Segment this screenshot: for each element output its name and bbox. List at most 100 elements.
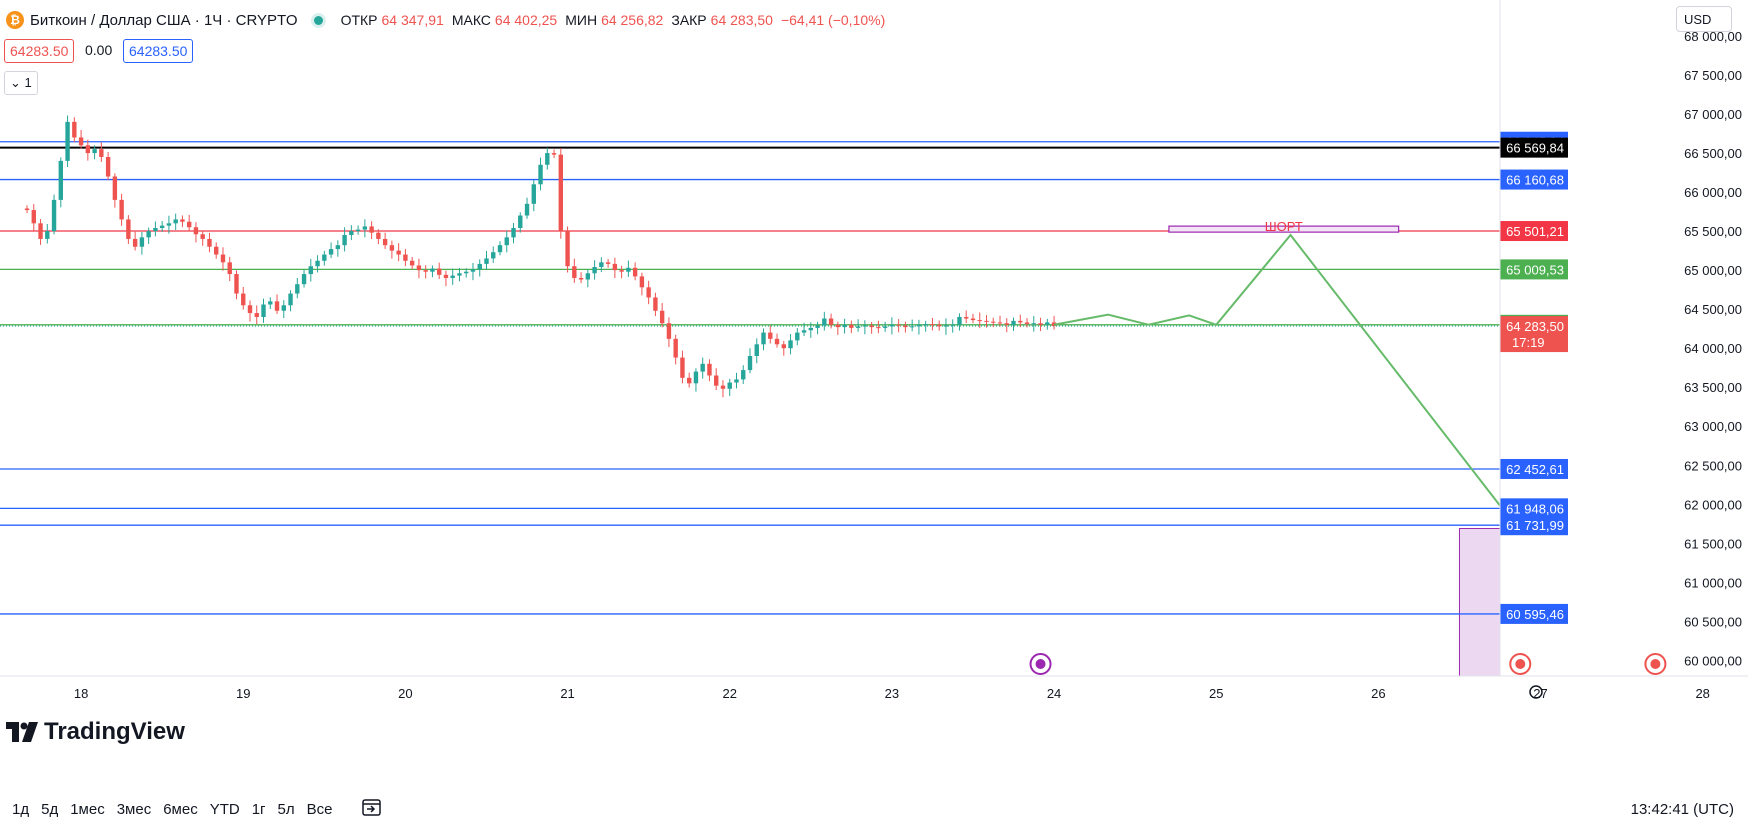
candle-body-64 [457, 273, 462, 276]
candle-body-67 [477, 263, 482, 270]
candle-body-80 [565, 231, 570, 267]
candle-body-149 [1031, 323, 1036, 325]
candle-body-134 [930, 324, 935, 325]
x-tick-label-7: 25 [1209, 686, 1223, 701]
y-tick-label-6: 65 000,00 [1684, 263, 1742, 278]
candle-body-50 [362, 226, 368, 230]
candle-body-106 [741, 370, 746, 380]
candle-body-148 [1024, 322, 1030, 324]
candle-body-146 [1011, 320, 1016, 325]
candle-body-53 [382, 238, 388, 246]
y-tick-label-8: 64 000,00 [1684, 341, 1742, 356]
y-tick-label-15: 60 500,00 [1684, 614, 1742, 629]
timeframe-6m[interactable]: 6мес [163, 800, 198, 818]
candle-body-13 [112, 176, 118, 200]
candle-body-18 [146, 231, 151, 238]
candle-body-52 [376, 232, 381, 239]
long-entry-zone [1458, 527, 1501, 677]
low-value: 64 256,82 [601, 12, 664, 28]
timeframe-5y[interactable]: 5л [277, 800, 295, 818]
timeframe-ytd[interactable]: YTD [209, 800, 240, 818]
candle-body-88 [619, 270, 624, 272]
low-label: МИН [565, 12, 598, 28]
symbol-title[interactable]: Биткоин / Доллар США · 1Ч · CRYPTO [30, 11, 298, 29]
candle-body-7 [72, 121, 77, 138]
goto-date-icon[interactable] [361, 797, 383, 821]
candle-body-46 [335, 245, 341, 250]
candle-body-17 [139, 237, 145, 247]
x-tick-label-6: 24 [1047, 686, 1061, 701]
candle-body-9 [85, 145, 91, 154]
timeframe-1m[interactable]: 1мес [70, 800, 105, 818]
candle-body-75 [531, 184, 536, 204]
candle-body-5 [58, 160, 64, 200]
candle-body-151 [1045, 322, 1050, 325]
candle-body-27 [207, 238, 212, 247]
spread-value: 0.00 [80, 39, 118, 61]
y-tick-label-11: 62 500,00 [1684, 458, 1742, 473]
candle-body-131 [909, 326, 915, 328]
candle-body-128 [889, 324, 895, 327]
timeframe-1y[interactable]: 1г [251, 800, 266, 818]
level-tag-7 [1500, 498, 1568, 519]
candle-body-103 [720, 385, 726, 389]
us-flag-event-icon-1 [1509, 653, 1532, 675]
level-tag-3 [1500, 221, 1568, 242]
candle-body-56 [403, 254, 408, 261]
candle-body-82 [578, 277, 584, 280]
candle-body-59 [423, 270, 428, 272]
x-tick-label-1: 19 [236, 686, 250, 701]
timeframe-3m[interactable]: 3мес [116, 800, 152, 818]
candle-body-107 [747, 356, 753, 371]
candle-body-60 [430, 268, 435, 272]
candle-body-35 [261, 304, 266, 317]
level-tag-1 [1500, 137, 1568, 158]
indicators-toggle[interactable]: ⌄ 1 [4, 71, 38, 95]
candle-body-137 [950, 324, 955, 326]
candle-body-76 [538, 164, 543, 185]
currency-selector[interactable]: USD [1676, 6, 1732, 32]
candle-body-116 [808, 327, 814, 331]
y-tick-label-2: 67 000,00 [1684, 107, 1742, 122]
utc-clock[interactable]: 13:42:41 (UTC) [1630, 800, 1734, 818]
x-tick-label-3: 21 [560, 686, 574, 701]
candle-body-31 [234, 274, 239, 294]
bitcoin-icon: ₿ [6, 11, 24, 29]
high-label: МАКС [451, 12, 491, 28]
candle-body-105 [734, 379, 739, 383]
short-box [1168, 225, 1400, 233]
y-tick-label-0: 68 000,00 [1684, 29, 1742, 44]
candle-body-34 [254, 313, 259, 317]
candle-body-118 [822, 318, 827, 326]
candle-body-44 [322, 254, 327, 261]
buy-price-chip[interactable]: 64283.50 [123, 39, 194, 63]
candle-body-61 [436, 268, 442, 275]
candle-body-2 [38, 223, 43, 239]
x-tick-label-2: 20 [398, 686, 412, 701]
change-value: −64,41 (−0,10%) [780, 12, 886, 28]
level-tag-label-6: 62 452,61 [1506, 462, 1564, 477]
chart-header: ₿ Биткоин / Доллар США · 1Ч · CRYPTO ОТК… [0, 0, 1660, 40]
timeframe-5d[interactable]: 5д [41, 800, 59, 818]
candle-body-99 [693, 371, 699, 384]
y-tick-label-4: 66 000,00 [1684, 185, 1742, 200]
timeframe-all[interactable]: Все [306, 800, 333, 818]
candle-body-55 [396, 250, 401, 255]
tradingview-logo-icon [6, 722, 38, 742]
level-tag-label-4: 65 009,53 [1506, 262, 1564, 277]
candle-body-16 [132, 238, 138, 247]
candle-body-110 [768, 332, 773, 339]
candle-body-96 [673, 338, 678, 358]
candle-body-62 [443, 274, 449, 278]
candle-body-40 [295, 284, 300, 294]
candle-body-115 [801, 330, 807, 333]
candle-body-21 [166, 223, 172, 226]
candle-body-65 [464, 271, 469, 274]
timeframe-1d[interactable]: 1д [12, 800, 30, 818]
candle-body-125 [869, 325, 874, 328]
candle-body-141 [977, 320, 982, 322]
candle-body-95 [666, 323, 672, 339]
candle-body-101 [707, 363, 712, 376]
sell-price-chip[interactable]: 64283.50 [4, 39, 75, 63]
